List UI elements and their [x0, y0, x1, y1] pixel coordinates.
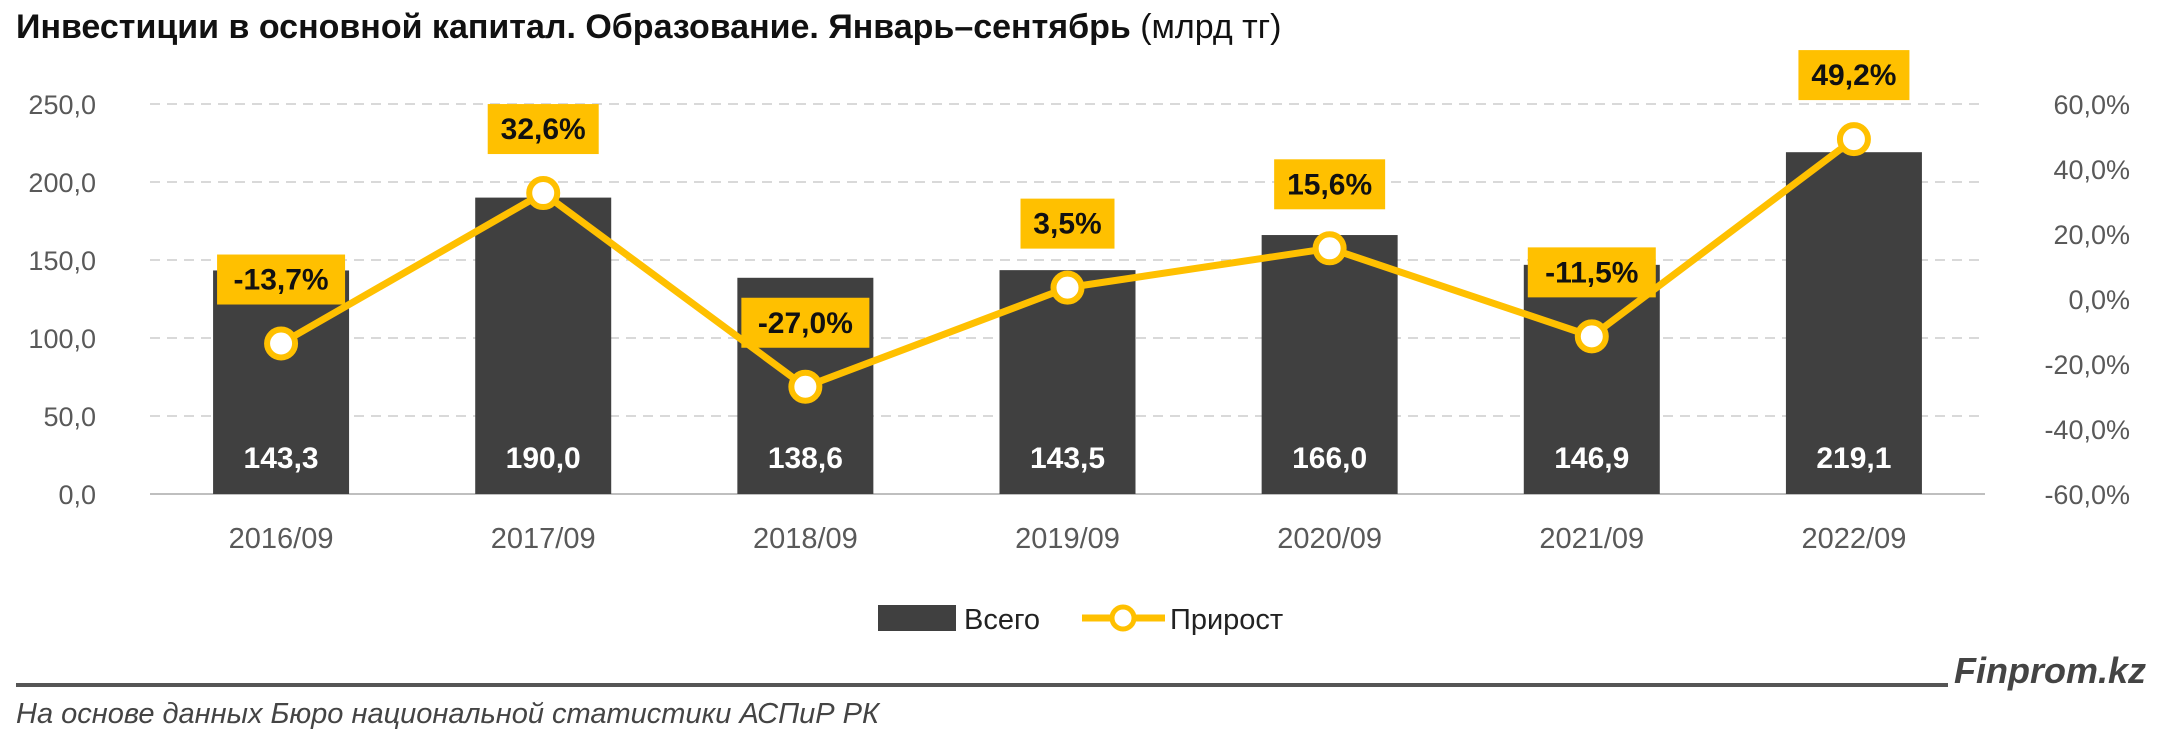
chart-title: Инвестиции в основной капитал. Образован… — [16, 8, 1281, 47]
growth-label: 3,5% — [1033, 208, 1101, 241]
growth-marker — [788, 369, 823, 404]
y-right-tick-label: 20,0% — [2053, 220, 2130, 250]
growth-marker — [1050, 270, 1085, 305]
growth-marker — [1836, 122, 1871, 157]
growth-label-box — [741, 297, 870, 348]
y-right-tick-label: -20,0% — [2044, 350, 2130, 380]
bar-value-label: 166,0 — [1292, 442, 1367, 475]
growth-label-box — [217, 254, 346, 305]
x-tick-label: 2018/09 — [753, 523, 858, 555]
growth-label: -27,0% — [758, 307, 853, 340]
growth-label-box — [1020, 198, 1115, 249]
source-note: На основе данных Бюро национальной стати… — [16, 698, 880, 730]
legend-swatch-marker — [1109, 604, 1137, 632]
legend-swatch-bars — [878, 605, 956, 631]
bar-value-label: 219,1 — [1816, 442, 1891, 475]
x-tick-label: 2019/09 — [1015, 523, 1120, 555]
chart-title-main: Инвестиции в основной капитал. Образован… — [16, 8, 1131, 46]
y-left-tick-label: 100,0 — [28, 324, 96, 354]
bar — [1785, 152, 1922, 495]
growth-label-box — [1798, 50, 1910, 101]
y-left-tick-label: 200,0 — [28, 168, 96, 198]
growth-marker — [1312, 231, 1347, 266]
x-tick-label: 2021/09 — [1539, 523, 1644, 555]
y-right-tick-label: 60,0% — [2053, 90, 2130, 120]
bar-value-label: 143,3 — [244, 442, 319, 475]
bar — [475, 197, 612, 494]
growth-label: 32,6% — [501, 113, 586, 146]
y-right-tick-label: -60,0% — [2044, 480, 2130, 510]
bar-value-label: 146,9 — [1554, 442, 1629, 475]
legend-label-line: Прирост — [1170, 604, 1283, 636]
bar — [213, 270, 350, 494]
growth-label: 49,2% — [1811, 59, 1896, 92]
y-left-tick-label: 250,0 — [28, 90, 96, 120]
growth-label-box — [1274, 159, 1386, 210]
x-tick-label: 2016/09 — [229, 523, 334, 555]
bar-value-label: 190,0 — [506, 442, 581, 475]
growth-label: 15,6% — [1287, 168, 1372, 201]
y-left-tick-label: 0,0 — [58, 480, 96, 510]
y-right-tick-label: -40,0% — [2044, 415, 2130, 445]
growth-marker — [1574, 319, 1609, 354]
growth-label-box — [1527, 247, 1656, 298]
footer-divider — [16, 683, 1948, 687]
bar-value-label: 143,5 — [1030, 442, 1105, 475]
x-tick-label: 2017/09 — [491, 523, 596, 555]
growth-marker — [264, 326, 299, 361]
chart-title-unit: (млрд тг) — [1140, 8, 1282, 46]
y-left-tick-label: 150,0 — [28, 246, 96, 276]
growth-marker — [526, 176, 561, 211]
bar — [1261, 235, 1398, 495]
x-tick-label: 2020/09 — [1277, 523, 1382, 555]
x-tick-label: 2022/09 — [1802, 523, 1907, 555]
y-right-tick-label: 0,0% — [2068, 285, 2130, 315]
brand-logo-text: Finprom.kz — [1953, 650, 2146, 691]
y-right-tick-label: 40,0% — [2053, 155, 2130, 185]
growth-label-box — [487, 104, 599, 155]
growth-label: -13,7% — [234, 264, 329, 297]
growth-label: -11,5% — [1545, 256, 1638, 289]
y-left-tick-label: 50,0 — [43, 402, 96, 432]
legend-label-bars: Всего — [964, 604, 1040, 636]
bar-value-label: 138,6 — [768, 442, 843, 475]
